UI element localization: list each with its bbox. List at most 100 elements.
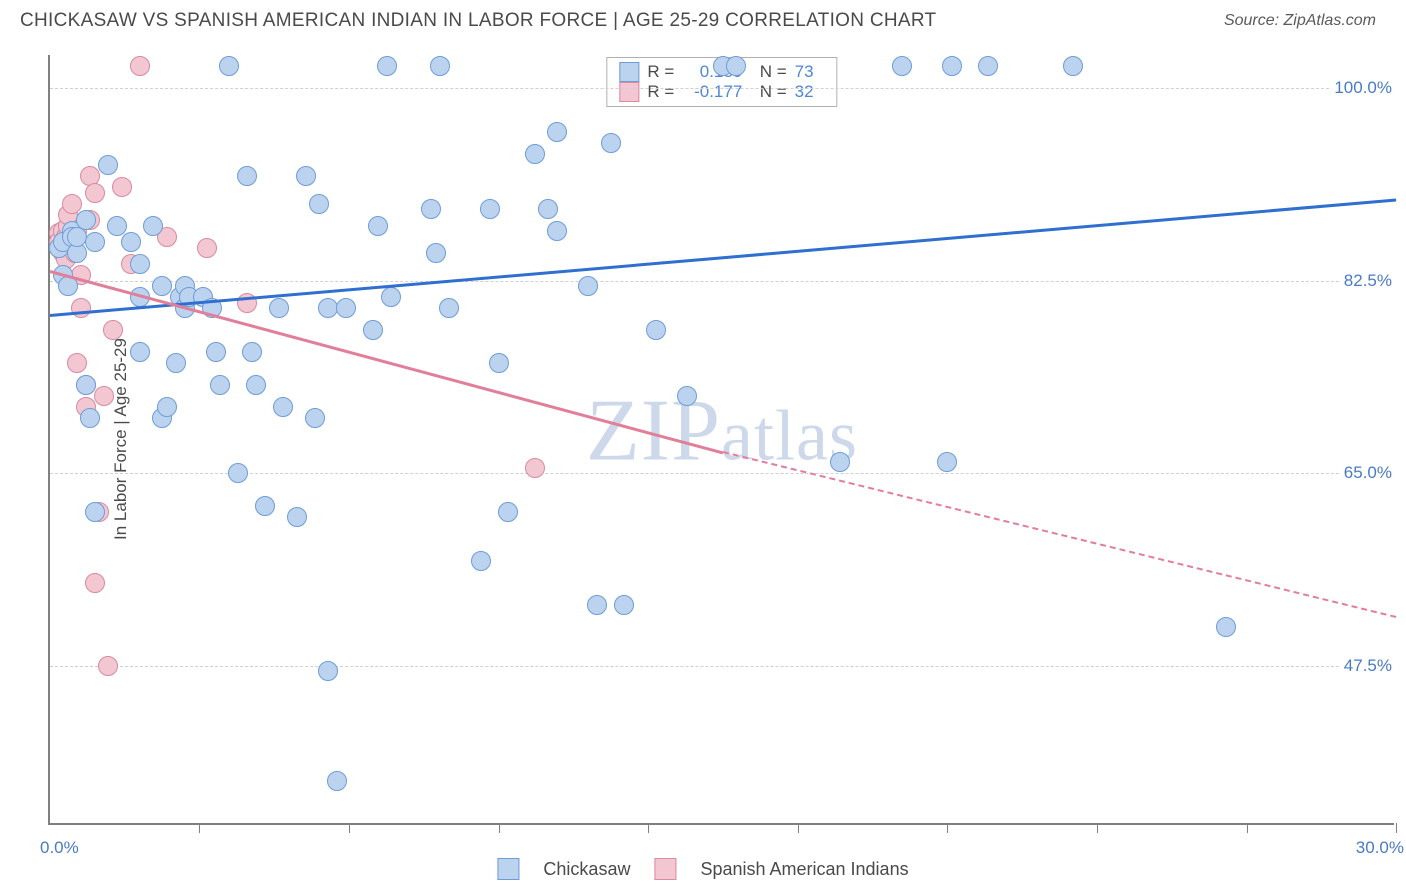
marker-chickasaw bbox=[130, 342, 150, 362]
marker-chickasaw bbox=[219, 56, 239, 76]
marker-spanish bbox=[112, 177, 132, 197]
marker-chickasaw bbox=[296, 166, 316, 186]
x-tick bbox=[1247, 823, 1248, 833]
marker-chickasaw bbox=[318, 661, 338, 681]
x-tick bbox=[199, 823, 200, 833]
swatch-spanish bbox=[619, 82, 639, 102]
marker-chickasaw bbox=[726, 56, 746, 76]
marker-chickasaw bbox=[130, 254, 150, 274]
y-tick-label: 65.0% bbox=[1340, 462, 1396, 484]
marker-chickasaw bbox=[269, 298, 289, 318]
trendline-spanish-dashed bbox=[723, 451, 1396, 618]
marker-chickasaw bbox=[498, 502, 518, 522]
marker-spanish bbox=[94, 386, 114, 406]
x-tick bbox=[648, 823, 649, 833]
marker-chickasaw bbox=[327, 771, 347, 791]
marker-spanish bbox=[62, 194, 82, 214]
x-tick bbox=[349, 823, 350, 833]
y-axis-label: In Labor Force | Age 25-29 bbox=[111, 338, 131, 540]
marker-chickasaw bbox=[547, 221, 567, 241]
marker-chickasaw bbox=[363, 320, 383, 340]
marker-chickasaw bbox=[80, 408, 100, 428]
marker-chickasaw bbox=[85, 232, 105, 252]
marker-spanish bbox=[85, 573, 105, 593]
x-tick bbox=[798, 823, 799, 833]
marker-chickasaw bbox=[489, 353, 509, 373]
marker-chickasaw bbox=[255, 496, 275, 516]
marker-chickasaw bbox=[1216, 617, 1236, 637]
marker-chickasaw bbox=[336, 298, 356, 318]
marker-chickasaw bbox=[587, 595, 607, 615]
marker-spanish bbox=[67, 353, 87, 373]
legend-swatch-spanish bbox=[654, 858, 676, 880]
marker-spanish bbox=[197, 238, 217, 258]
marker-chickasaw bbox=[287, 507, 307, 527]
y-tick-label: 100.0% bbox=[1330, 77, 1396, 99]
marker-chickasaw bbox=[471, 551, 491, 571]
marker-chickasaw bbox=[228, 463, 248, 483]
source-attribution: Source: ZipAtlas.com bbox=[1224, 12, 1376, 30]
marker-chickasaw bbox=[76, 375, 96, 395]
swatch-chickasaw bbox=[619, 62, 639, 82]
marker-chickasaw bbox=[242, 342, 262, 362]
marker-chickasaw bbox=[601, 133, 621, 153]
legend-swatch-chickasaw bbox=[497, 858, 519, 880]
marker-chickasaw bbox=[121, 232, 141, 252]
marker-chickasaw bbox=[143, 216, 163, 236]
marker-chickasaw bbox=[85, 502, 105, 522]
marker-chickasaw bbox=[942, 56, 962, 76]
marker-chickasaw bbox=[98, 155, 118, 175]
gridline bbox=[50, 88, 1394, 89]
marker-chickasaw bbox=[547, 122, 567, 142]
marker-spanish bbox=[103, 320, 123, 340]
marker-chickasaw bbox=[525, 144, 545, 164]
marker-chickasaw bbox=[152, 276, 172, 296]
x-axis-min-label: 0.0% bbox=[40, 838, 79, 858]
marker-chickasaw bbox=[76, 210, 96, 230]
scatter-plot-area: In Labor Force | Age 25-29 ZIPatlas R =0… bbox=[48, 55, 1394, 825]
gridline bbox=[50, 473, 1394, 474]
marker-chickasaw bbox=[978, 56, 998, 76]
chart-title: CHICKASAW VS SPANISH AMERICAN INDIAN IN … bbox=[20, 10, 936, 32]
marker-chickasaw bbox=[107, 216, 127, 236]
marker-chickasaw bbox=[439, 298, 459, 318]
gridline bbox=[50, 666, 1394, 667]
marker-chickasaw bbox=[421, 199, 441, 219]
marker-chickasaw bbox=[830, 452, 850, 472]
y-tick-label: 82.5% bbox=[1340, 270, 1396, 292]
marker-spanish bbox=[85, 183, 105, 203]
x-tick bbox=[947, 823, 948, 833]
marker-chickasaw bbox=[1063, 56, 1083, 76]
marker-chickasaw bbox=[368, 216, 388, 236]
marker-chickasaw bbox=[937, 452, 957, 472]
marker-chickasaw bbox=[305, 408, 325, 428]
marker-chickasaw bbox=[578, 276, 598, 296]
x-tick bbox=[1396, 823, 1397, 833]
marker-chickasaw bbox=[309, 194, 329, 214]
marker-chickasaw bbox=[210, 375, 230, 395]
legend-row-spanish: R =-0.177 N =32 bbox=[619, 82, 824, 102]
marker-chickasaw bbox=[646, 320, 666, 340]
marker-chickasaw bbox=[377, 56, 397, 76]
marker-spanish bbox=[130, 56, 150, 76]
marker-chickasaw bbox=[206, 342, 226, 362]
legend-label-spanish: Spanish American Indians bbox=[700, 859, 908, 880]
marker-chickasaw bbox=[381, 287, 401, 307]
marker-chickasaw bbox=[538, 199, 558, 219]
marker-spanish bbox=[525, 458, 545, 478]
marker-chickasaw bbox=[157, 397, 177, 417]
gridline bbox=[50, 281, 1394, 282]
marker-chickasaw bbox=[677, 386, 697, 406]
x-tick bbox=[1097, 823, 1098, 833]
x-axis-max-label: 30.0% bbox=[1356, 838, 1404, 858]
series-legend: Chickasaw Spanish American Indians bbox=[497, 858, 908, 880]
marker-spanish bbox=[98, 656, 118, 676]
marker-chickasaw bbox=[426, 243, 446, 263]
x-tick bbox=[499, 823, 500, 833]
trendline-chickasaw bbox=[50, 198, 1396, 316]
marker-chickasaw bbox=[430, 56, 450, 76]
marker-chickasaw bbox=[166, 353, 186, 373]
marker-spanish bbox=[71, 298, 91, 318]
marker-chickasaw bbox=[480, 199, 500, 219]
marker-chickasaw bbox=[246, 375, 266, 395]
